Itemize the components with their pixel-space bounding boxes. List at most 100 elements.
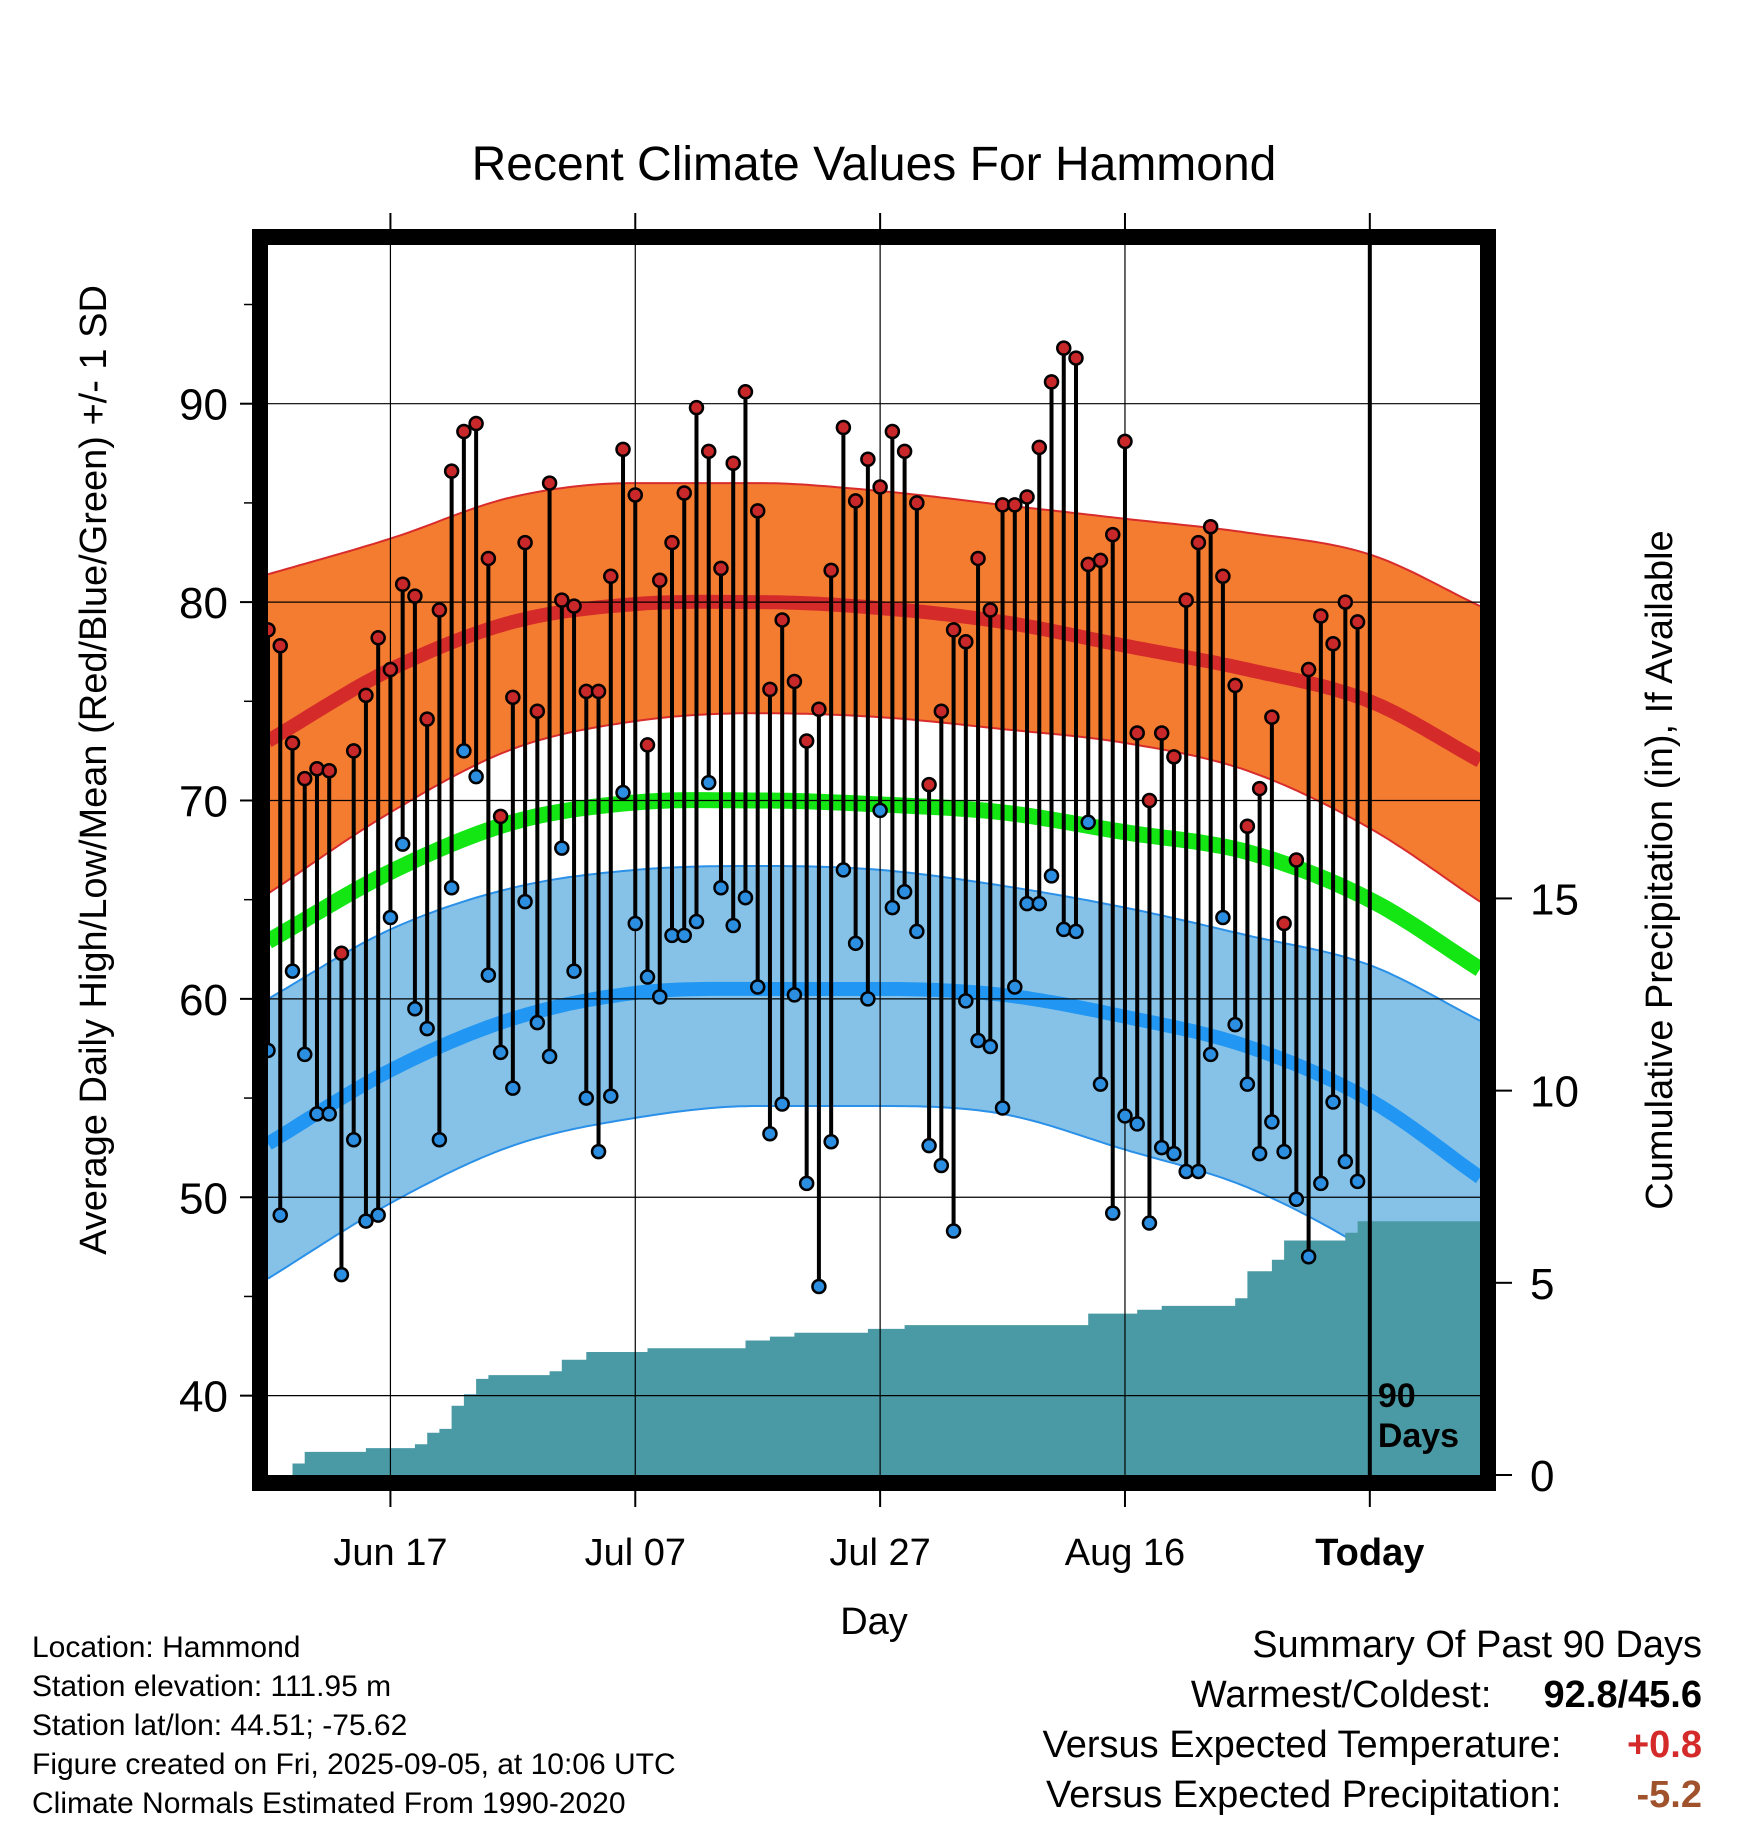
window-days-label-part: 90 xyxy=(1378,1377,1416,1415)
daily-low-point xyxy=(1288,1191,1305,1207)
daily-low-point xyxy=(1313,1175,1329,1192)
daily-low-point xyxy=(1080,814,1096,831)
daily-low-point xyxy=(566,963,582,979)
daily-low-point xyxy=(268,1042,276,1059)
normal-low-line xyxy=(268,981,1480,1184)
daily-low-point xyxy=(370,1207,386,1223)
daily-low-point xyxy=(456,743,472,759)
daily-low-point xyxy=(1251,1145,1268,1162)
daily-low-point xyxy=(1104,1205,1121,1221)
daily-low-point xyxy=(1349,1173,1366,1190)
daily-high-point xyxy=(566,598,582,614)
summary-temp-row: Versus Expected Temperature: +0.8 xyxy=(802,1720,1702,1770)
temp-label: Versus Expected Temperature: xyxy=(1042,1724,1562,1766)
daily-low-point xyxy=(1092,1076,1109,1092)
daily-low-point xyxy=(762,1126,778,1142)
daily-high-point xyxy=(468,415,484,432)
daily-low-point xyxy=(590,1143,607,1160)
daily-low-point xyxy=(1117,1108,1133,1124)
daily-low-point xyxy=(541,1048,558,1065)
daily-high-point xyxy=(639,737,656,753)
daily-low-point xyxy=(603,1088,619,1104)
daily-low-point xyxy=(896,883,913,900)
daily-low-point xyxy=(615,784,631,801)
daily-high-point xyxy=(762,681,778,698)
daily-low-point xyxy=(823,1133,839,1150)
y-tick-label: 60 xyxy=(179,976,228,1025)
daily-low-point xyxy=(1043,868,1060,884)
daily-low-point xyxy=(921,1137,937,1154)
daily-low-point xyxy=(835,862,852,878)
daily-high-point xyxy=(823,562,839,579)
daily-high-point xyxy=(603,568,619,585)
daily-low-point xyxy=(1202,1046,1219,1063)
daily-high-point xyxy=(872,479,888,495)
daily-high-point xyxy=(370,630,386,646)
daily-low-point xyxy=(1215,909,1231,926)
daily-low-point xyxy=(860,991,876,1007)
precip-label: Versus Expected Precipitation: xyxy=(1046,1774,1562,1816)
info-created: Figure created on Fri, 2025-09-05, at 10… xyxy=(32,1748,676,1781)
daily-low-point xyxy=(505,1080,521,1096)
daily-low-point xyxy=(909,923,925,940)
info-location: Location: Hammond xyxy=(32,1631,301,1664)
daily-high-point xyxy=(1068,350,1084,366)
daily-low-point xyxy=(517,893,533,910)
daily-low-point xyxy=(1337,1153,1354,1170)
daily-high-point xyxy=(737,384,754,400)
y-tick-label: 70 xyxy=(179,777,228,826)
daily-high-point xyxy=(1239,818,1256,835)
info-elevation: Station elevation: 111.95 m xyxy=(32,1670,392,1703)
daily-high-point xyxy=(615,441,631,458)
y-tick-label: 40 xyxy=(179,1373,228,1422)
daily-high-point xyxy=(1043,374,1060,390)
daily-low-point xyxy=(945,1223,962,1239)
daily-low-point xyxy=(1056,921,1072,938)
x-tick-label: Today xyxy=(1315,1532,1424,1574)
daily-high-point xyxy=(358,687,374,704)
daily-high-point xyxy=(1019,489,1035,505)
daily-high-point xyxy=(1215,568,1231,585)
daily-low-point xyxy=(1031,895,1048,912)
daily-low-point xyxy=(443,880,460,896)
daily-high-point xyxy=(921,776,937,793)
y2-tick-label: 5 xyxy=(1530,1260,1554,1309)
daily-low-point xyxy=(1239,1076,1256,1092)
daily-low-point xyxy=(1129,1116,1145,1132)
daily-high-point xyxy=(1141,792,1158,809)
daily-high-point xyxy=(811,701,827,717)
daily-high-point xyxy=(419,711,435,727)
daily-high-point xyxy=(541,475,558,491)
daily-high-point xyxy=(664,534,680,551)
daily-low-point xyxy=(1068,923,1084,940)
daily-high-point xyxy=(492,808,509,825)
window-days-label: 90 Days xyxy=(1378,1377,1459,1455)
daily-low-point xyxy=(884,899,901,916)
daily-high-point xyxy=(554,592,570,608)
daily-low-point xyxy=(407,1001,423,1017)
daily-high-point xyxy=(774,612,790,628)
daily-low-point xyxy=(1153,1139,1170,1156)
daily-low-point xyxy=(382,909,399,926)
daily-high-point xyxy=(1300,661,1317,678)
daily-low-point xyxy=(798,1175,815,1192)
daily-low-point xyxy=(811,1278,827,1295)
daily-high-point xyxy=(431,602,448,618)
daily-high-point xyxy=(333,945,350,961)
daily-low-point xyxy=(1300,1249,1317,1265)
daily-low-point xyxy=(627,915,644,932)
daily-low-point xyxy=(480,967,497,983)
x-axis-label: Day xyxy=(840,1601,908,1643)
daily-low-point xyxy=(847,935,864,952)
daily-high-point xyxy=(443,463,460,479)
daily-high-point xyxy=(1104,526,1121,543)
daily-high-point xyxy=(456,423,472,440)
daily-low-point xyxy=(639,969,656,985)
daily-low-point xyxy=(321,1106,337,1122)
x-tick-label: Aug 16 xyxy=(1065,1532,1185,1574)
daily-low-point xyxy=(958,993,974,1009)
daily-high-point xyxy=(590,683,607,700)
daily-high-point xyxy=(1251,780,1268,797)
